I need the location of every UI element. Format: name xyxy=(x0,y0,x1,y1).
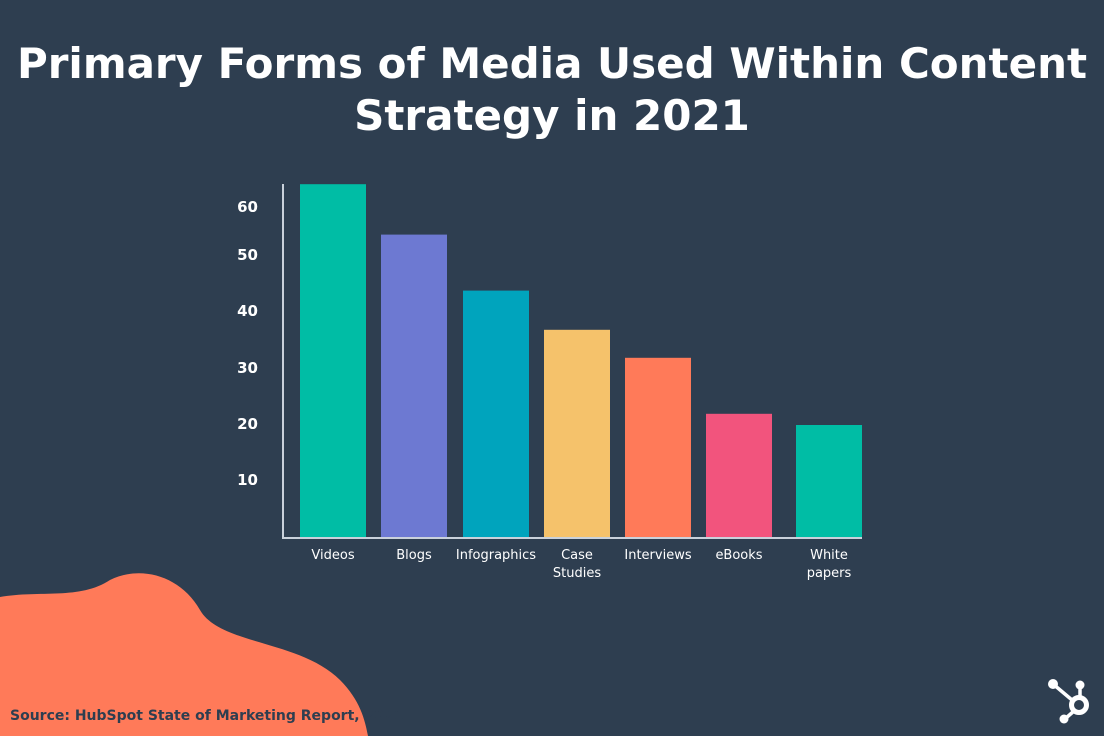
x-tick-label: Infographics xyxy=(456,548,536,563)
decorative-blob xyxy=(0,573,368,736)
x-tick-label: eBooks xyxy=(715,548,762,563)
chart-title: Primary Forms of Media Used Within Conte… xyxy=(16,39,1088,140)
bar-white-papers xyxy=(796,425,862,537)
bar-interviews xyxy=(625,357,691,537)
source-note: Source: HubSpot State of Marketing Repor… xyxy=(10,708,404,724)
y-tick-label: 30 xyxy=(237,359,258,377)
x-tick-label: Videos xyxy=(311,548,354,563)
bar-blogs xyxy=(381,234,447,537)
x-tick-label: Interviews xyxy=(624,548,691,563)
bar-videos xyxy=(300,184,366,537)
x-tick-label: Case Studies xyxy=(553,548,601,581)
y-tick-label: 50 xyxy=(237,246,258,264)
y-tick-label: 10 xyxy=(237,471,258,489)
y-tick-label: 40 xyxy=(237,302,258,320)
x-tick-label: White papers xyxy=(807,548,852,581)
bar-ebooks xyxy=(706,413,772,537)
bar-infographics xyxy=(463,290,529,537)
x-tick-label: Blogs xyxy=(396,548,432,563)
y-tick-label: 60 xyxy=(237,198,258,216)
y-tick-label: 20 xyxy=(237,415,258,433)
bar-case-studies xyxy=(544,329,610,537)
hubspot-sprocket-icon xyxy=(1048,679,1089,724)
